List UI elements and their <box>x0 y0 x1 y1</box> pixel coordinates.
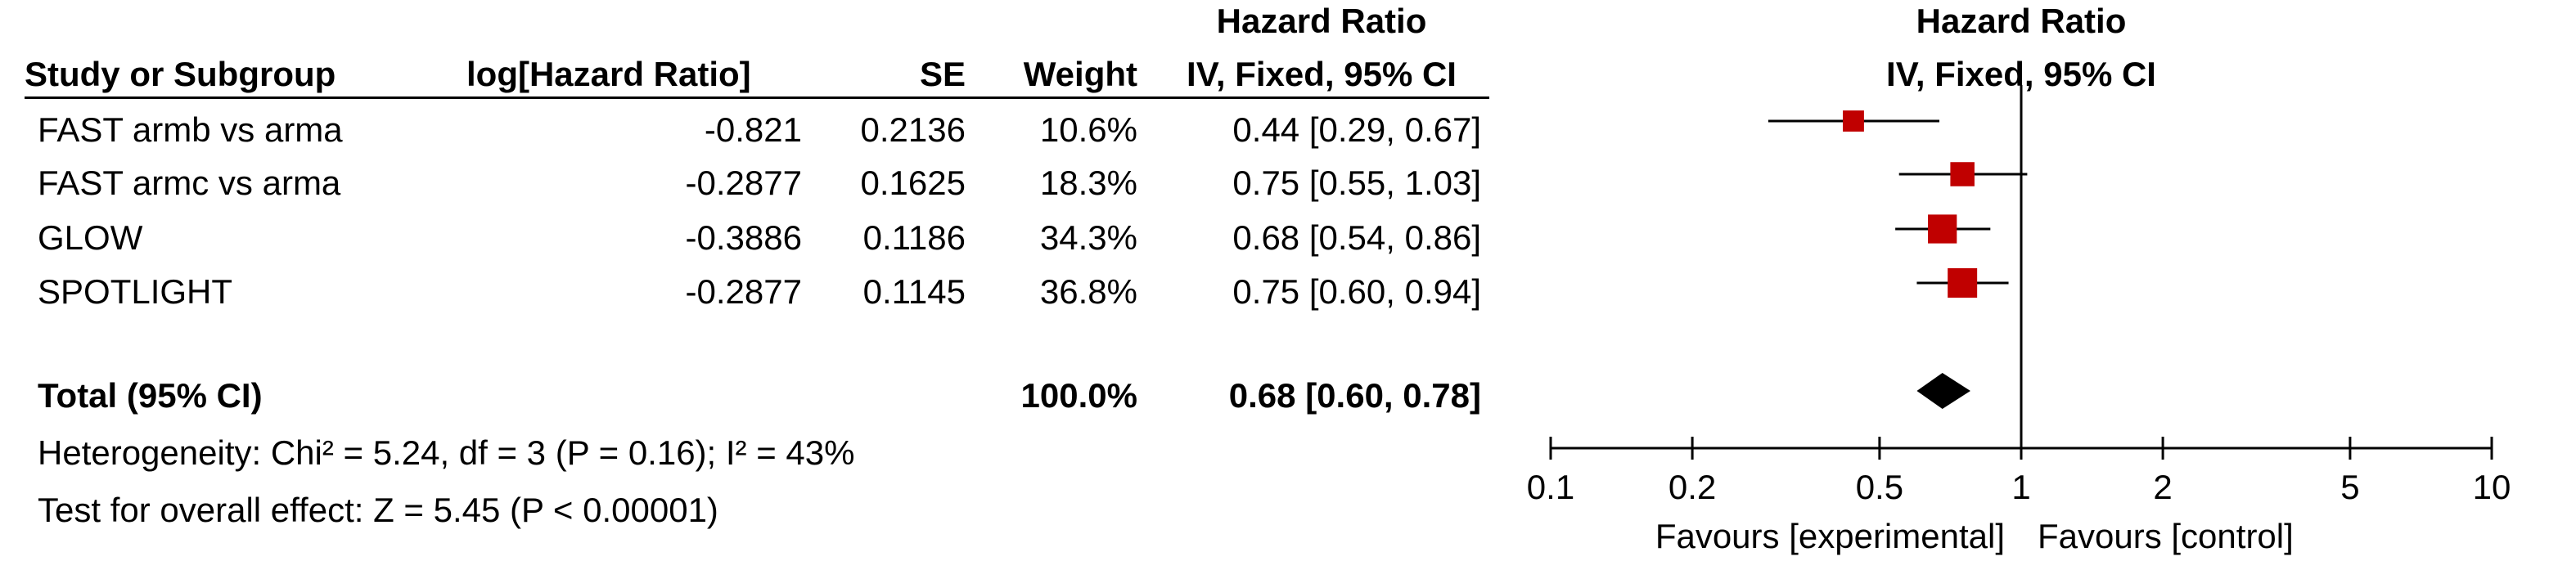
weight-value: 36.8% <box>1039 272 1137 311</box>
study-marker <box>1948 268 1978 298</box>
total-label: Total (95% CI) <box>38 376 263 415</box>
x-tick-label: 0.2 <box>1669 468 1716 506</box>
ci-value: 0.44 [0.29, 0.67] <box>1232 110 1481 149</box>
loghr-value: -0.2877 <box>685 164 802 202</box>
favours-left-label: Favours [experimental] <box>1655 517 2005 555</box>
loghr-value: -0.821 <box>704 110 802 149</box>
weight-value: 34.3% <box>1039 218 1137 257</box>
study-name: FAST armb vs arma <box>38 110 343 149</box>
loghr-value: -0.2877 <box>685 272 802 311</box>
x-tick-label: 10 <box>2473 468 2511 506</box>
weight-value: 10.6% <box>1039 110 1137 149</box>
heterogeneity-text: Heterogeneity: Chi² = 5.24, df = 3 (P = … <box>38 433 855 472</box>
header-loghr: log[Hazard Ratio] <box>466 55 751 93</box>
total-ci: 0.68 [0.60, 0.78] <box>1228 376 1481 415</box>
x-tick-label: 2 <box>2153 468 2172 506</box>
study-name: FAST armc vs arma <box>38 164 341 202</box>
weight-value: 18.3% <box>1039 164 1137 202</box>
study-marker <box>1950 162 1975 186</box>
favours-right-label: Favours [control] <box>2038 517 2294 555</box>
x-tick-label: 5 <box>2340 468 2359 506</box>
study-marker <box>1928 214 1957 244</box>
header-weight: Weight <box>1023 55 1137 93</box>
loghr-value: -0.3886 <box>685 218 802 257</box>
study-name: SPOTLIGHT <box>38 272 233 311</box>
total-weight: 100.0% <box>1020 376 1137 415</box>
ci-value: 0.75 [0.55, 1.03] <box>1232 164 1481 202</box>
x-tick-label: 1 <box>2011 468 2030 506</box>
header-hr-top: Hazard Ratio <box>1216 2 1427 40</box>
pooled-diamond <box>1916 373 1970 409</box>
header-se: SE <box>919 55 966 93</box>
overall-effect-text: Test for overall effect: Z = 5.45 (P < 0… <box>38 491 718 529</box>
plot-header-top: Hazard Ratio <box>1916 2 2127 40</box>
se-value: 0.2136 <box>860 110 966 149</box>
x-tick-label: 0.5 <box>1856 468 1903 506</box>
header-hr-bottom: IV, Fixed, 95% CI <box>1187 55 1457 93</box>
se-value: 0.1145 <box>862 272 966 311</box>
se-value: 0.1186 <box>862 218 966 257</box>
header-rule <box>25 96 1489 99</box>
study-name: GLOW <box>38 218 143 257</box>
x-tick-label: 0.1 <box>1527 468 1574 506</box>
se-value: 0.1625 <box>860 164 966 202</box>
study-marker <box>1843 110 1864 132</box>
ci-value: 0.68 [0.54, 0.86] <box>1232 218 1481 257</box>
header-study: Study or Subgroup <box>25 55 336 93</box>
ci-value: 0.75 [0.60, 0.94] <box>1232 272 1481 311</box>
